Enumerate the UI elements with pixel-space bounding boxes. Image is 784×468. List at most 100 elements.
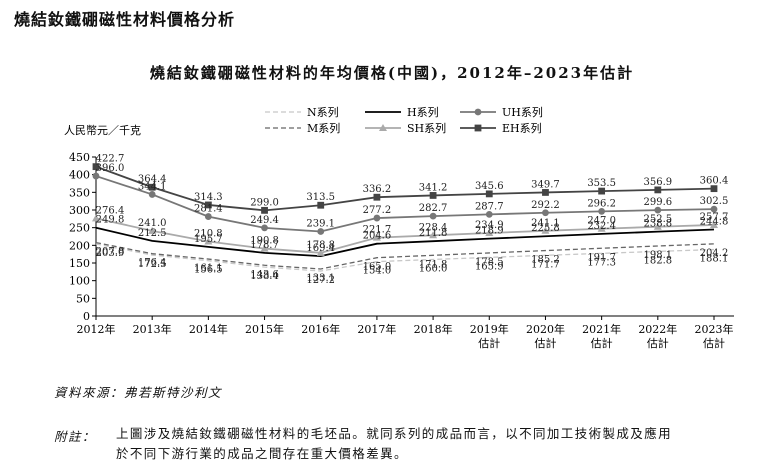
data-label: 345.6 (475, 181, 504, 192)
data-label: 165.9 (475, 261, 504, 272)
series-M系列 (95, 241, 715, 270)
data-point (598, 187, 606, 195)
data-label: 161.1 (194, 263, 223, 274)
y-tick-label: 300 (69, 204, 90, 217)
data-point (373, 193, 381, 201)
data-label: 239.1 (306, 219, 335, 230)
data-point (654, 206, 662, 214)
data-label: 296.2 (587, 198, 616, 209)
data-point (316, 248, 325, 256)
y-tick-label: 250 (69, 222, 90, 235)
data-point (148, 191, 156, 198)
y-tick-label: 50 (76, 292, 90, 305)
data-label: 299.6 (643, 197, 672, 208)
legend-item: SH系列 (365, 121, 446, 135)
data-label: 185.2 (531, 255, 560, 266)
data-label: 154.0 (363, 266, 392, 277)
series-N系列 (95, 243, 715, 272)
data-label: 356.9 (643, 177, 672, 188)
x-tick-label: 估計 (703, 336, 725, 350)
data-label: 198.1 (643, 250, 672, 261)
data-label: 207.8 (96, 247, 125, 258)
y-tick-label: 450 (69, 151, 90, 164)
data-point (598, 207, 606, 215)
data-label: 176.4 (138, 258, 167, 269)
x-tick-label: 2022年 (638, 322, 677, 336)
x-tick-label: 2014年 (189, 322, 228, 336)
data-label: 276.4 (96, 205, 125, 216)
data-label: 228.4 (419, 222, 448, 233)
data-label: 204.6 (363, 231, 392, 242)
data-label: 225.8 (531, 223, 560, 234)
data-label: 221.7 (363, 225, 392, 236)
data-label: 252.5 (643, 214, 672, 225)
data-label: 257.7 (700, 212, 729, 223)
y-tick-label: 150 (69, 257, 90, 270)
data-point (541, 226, 550, 234)
y-tick-label: 400 (69, 169, 90, 182)
data-label: 178.7 (250, 240, 279, 251)
data-label: 244.8 (700, 217, 729, 228)
data-label: 188.1 (700, 254, 729, 265)
data-point (204, 201, 212, 209)
x-tick-label: 2019年 (470, 322, 509, 336)
series-EH系列 (92, 163, 718, 214)
data-label: 218.9 (475, 226, 504, 237)
data-label: 232.4 (587, 221, 616, 232)
data-label: 292.2 (531, 200, 560, 211)
remark-line: 於不同下游行業的成品之間存在重大價格差異。 (116, 446, 408, 461)
data-label: 302.5 (700, 196, 729, 207)
source-note: 資料來源：弗若斯特沙利文 (54, 385, 223, 400)
data-label: 282.7 (419, 203, 448, 214)
data-label: 178.8 (306, 240, 335, 251)
x-tick-label: 2012年 (77, 322, 116, 336)
data-point (92, 214, 100, 222)
x-tick-label: 2023年 (695, 322, 734, 336)
data-label: 336.2 (363, 184, 392, 195)
data-label: 178.5 (475, 257, 504, 268)
data-label: 238.8 (643, 219, 672, 230)
data-label: 204.2 (700, 248, 729, 259)
series-line (95, 226, 715, 258)
data-label: 247.0 (587, 216, 616, 227)
y-axis-label: 人民幣元／千克 (64, 124, 141, 137)
data-label: 241.0 (138, 218, 167, 229)
data-point (485, 190, 493, 198)
data-point (260, 244, 269, 252)
data-point (710, 185, 718, 193)
data-label: 396.0 (96, 163, 125, 174)
data-point (429, 192, 437, 199)
data-label: 422.7 (96, 154, 125, 165)
section-title: 燒結釹鐵硼磁性材料價格分析 (14, 10, 236, 29)
data-label: 349.7 (531, 179, 560, 190)
x-tick-label: 2017年 (357, 322, 396, 336)
data-point (429, 231, 438, 239)
data-label: 360.4 (700, 176, 729, 187)
data-point (485, 229, 494, 237)
x-tick-label: 2018年 (414, 322, 453, 336)
legend-label: N系列 (307, 105, 339, 119)
chart-legend: N系列 H系列 UH系列 M系列 SH系列 EH系列 (265, 105, 543, 135)
data-label: 182.8 (643, 255, 672, 266)
y-tick-label: 100 (69, 275, 90, 288)
data-label: 156.5 (194, 265, 223, 276)
data-labels: 203.9 172.5 156.5 138.4 127.2 154.0 160.0 165.9… (96, 154, 729, 286)
data-label: 138.4 (250, 271, 279, 282)
data-label: 171.7 (531, 259, 560, 270)
x-tick-label: 2015年 (245, 322, 284, 336)
data-label: 314.3 (194, 192, 223, 203)
data-point (542, 189, 549, 196)
legend-item: M系列 (265, 121, 340, 135)
data-label: 203.9 (96, 248, 125, 259)
chart-axes: 0 50 100 150 200 250 300 350 400 450 2012年 2013年 201… (69, 151, 734, 350)
data-point (474, 108, 482, 116)
data-label: 277.2 (363, 205, 392, 216)
data-label: 133.1 (306, 273, 335, 284)
data-label: 287.7 (475, 201, 504, 212)
x-tick-label: 估計 (478, 336, 500, 350)
data-label: 169.4 (306, 243, 335, 254)
data-point (317, 228, 325, 235)
data-point (148, 183, 156, 191)
data-point (204, 237, 213, 245)
data-label: 344.1 (138, 181, 167, 192)
